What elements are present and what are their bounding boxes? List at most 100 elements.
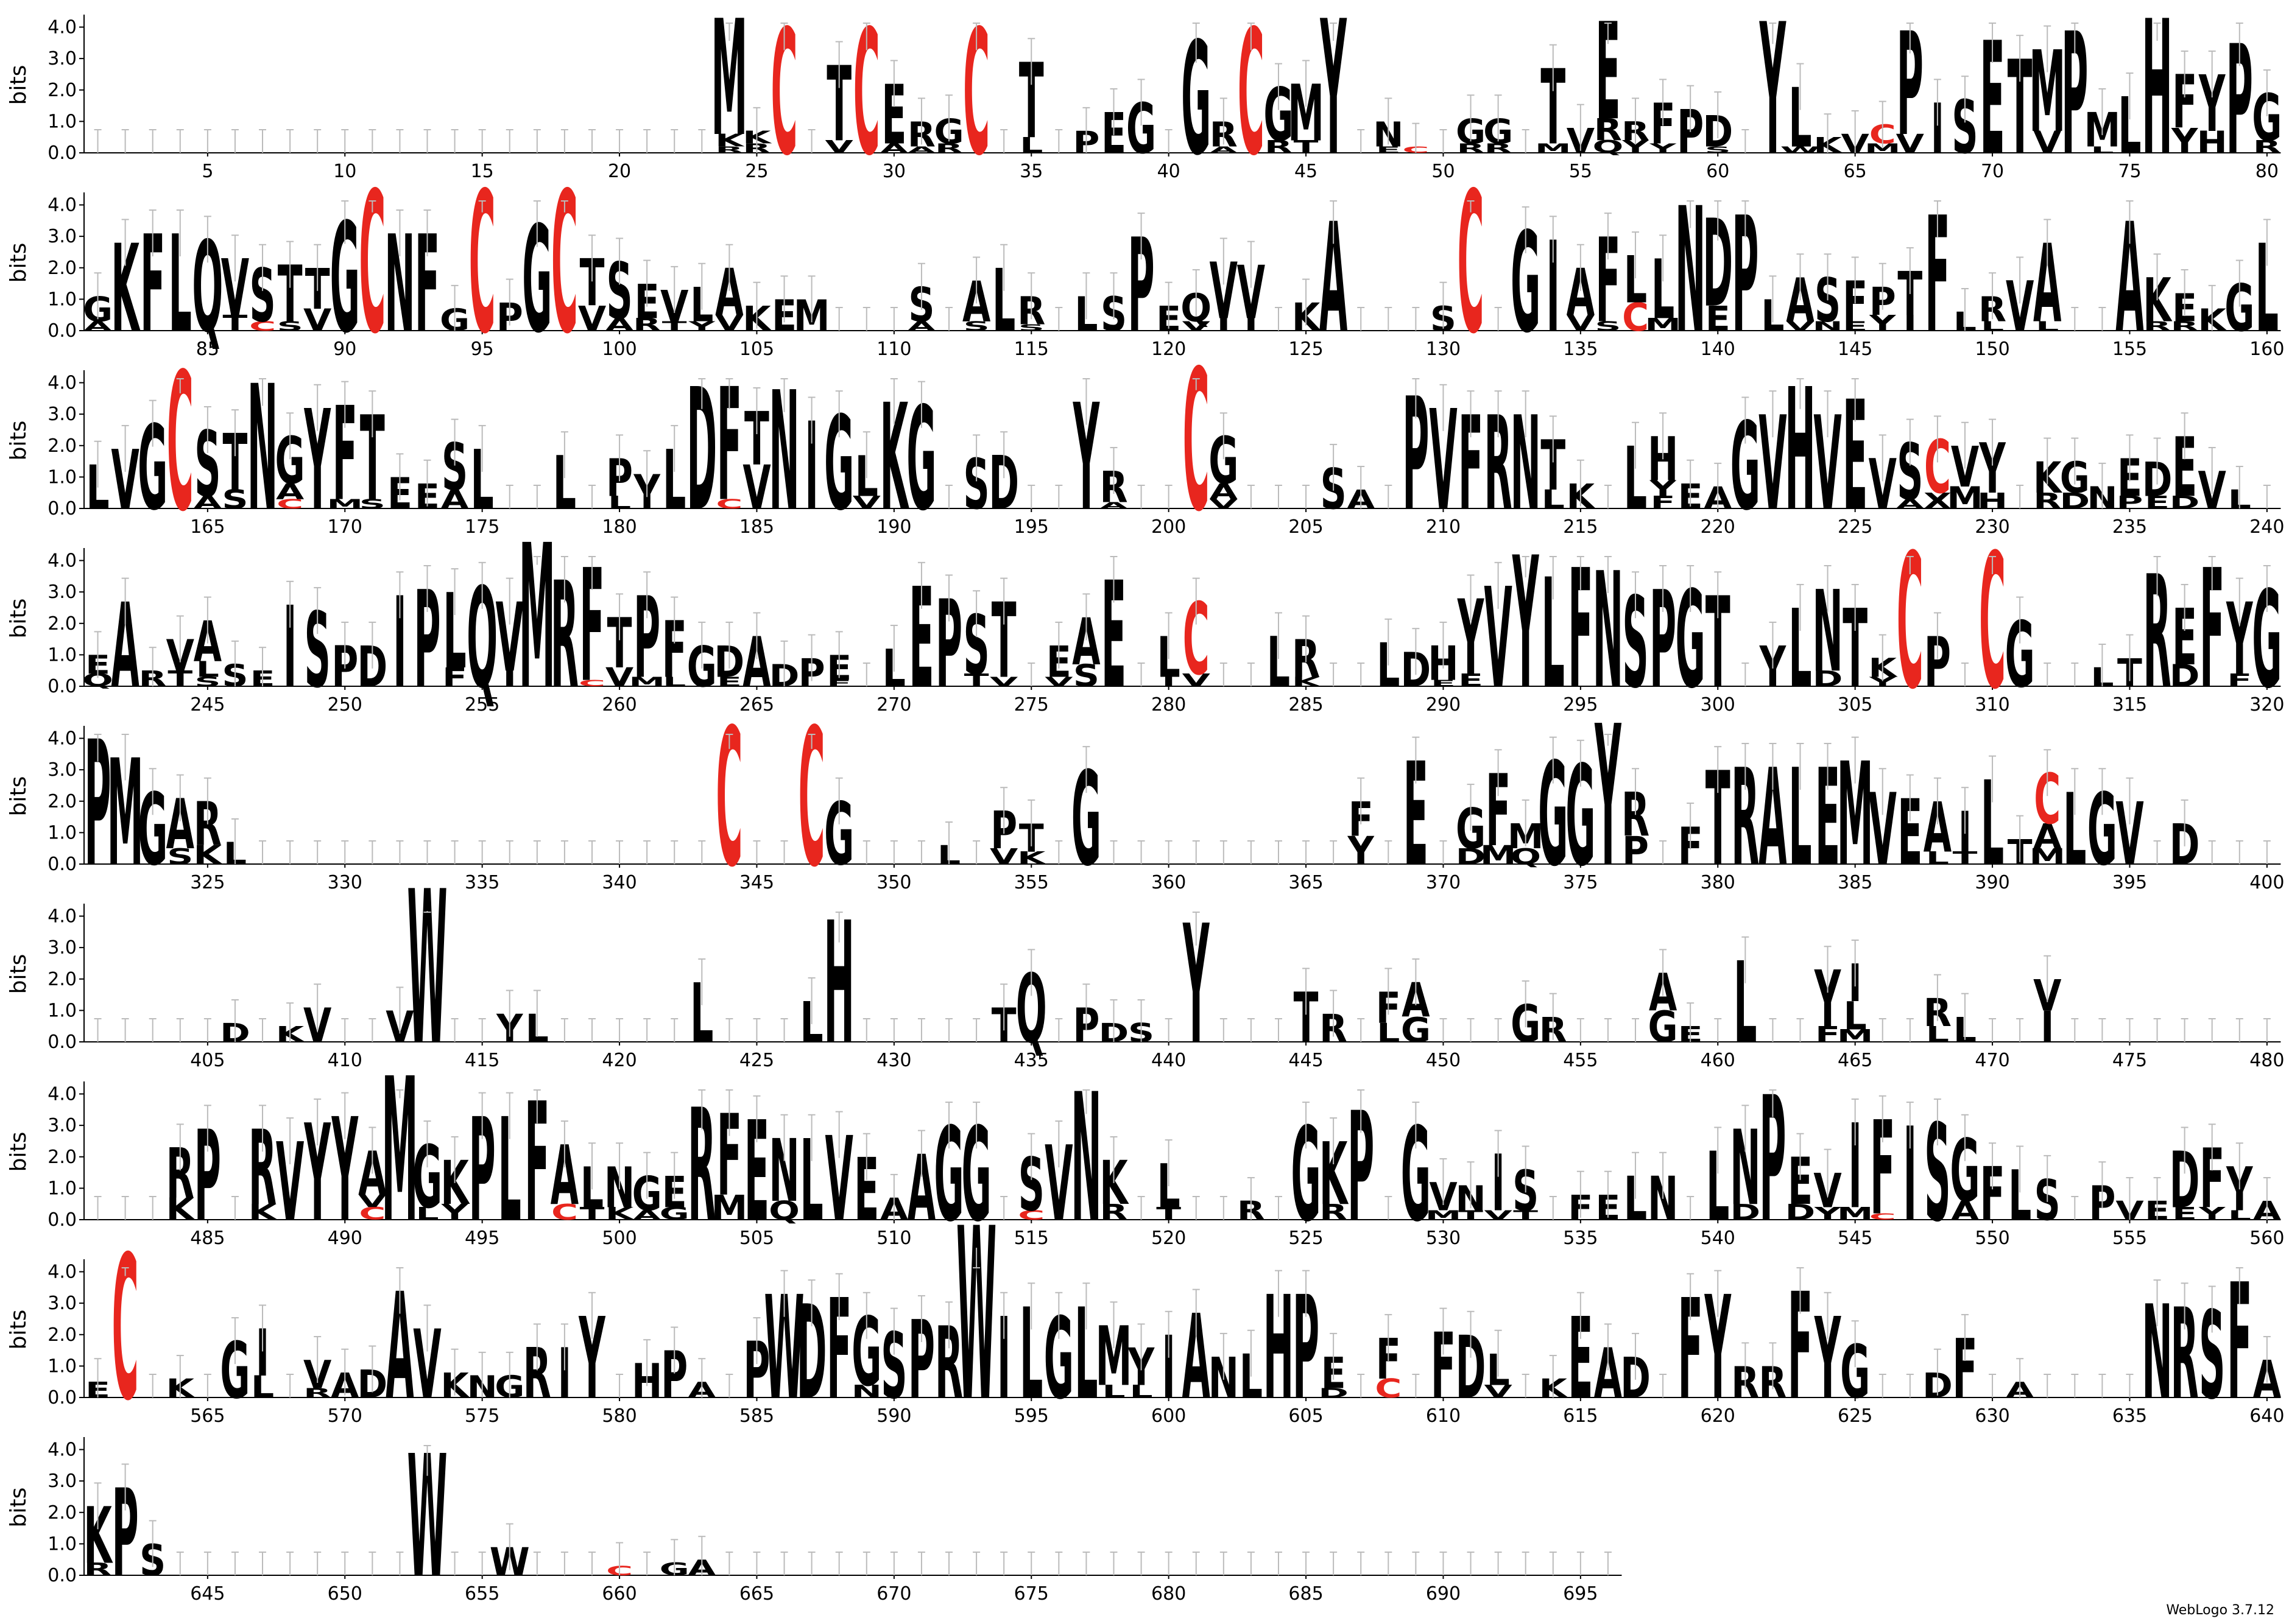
y-tick-label: 2.0 xyxy=(48,1324,77,1346)
y-tick-label: 3.0 xyxy=(48,582,77,603)
logo-letter: X xyxy=(1924,488,1952,514)
logo-letter: I xyxy=(1903,1100,1917,1251)
logo-letter: R xyxy=(2253,138,2281,158)
x-tick-label: 525 xyxy=(1288,1228,1323,1249)
logo-letter: V xyxy=(2033,125,2062,160)
logo-letter: K xyxy=(1017,849,1047,869)
x-tick-label: 355 xyxy=(1014,872,1049,893)
logo-letter: C xyxy=(359,1204,386,1225)
logo-letter: I xyxy=(1244,315,1258,336)
logo-letter: G xyxy=(660,1204,690,1225)
x-tick-label: 340 xyxy=(602,872,637,893)
logo-letter: A xyxy=(880,141,909,156)
logo-letter: P xyxy=(1622,828,1649,873)
logo-letter: Q xyxy=(1593,138,1624,158)
x-tick-label: 395 xyxy=(2112,872,2147,893)
y-tick-label: 0.0 xyxy=(48,142,77,164)
y-axis-label: bits xyxy=(6,776,31,817)
logo-letter: K xyxy=(880,373,909,544)
y-axis-label: bits xyxy=(6,954,31,994)
x-tick-label: 85 xyxy=(196,339,219,360)
x-tick-label: 160 xyxy=(2249,339,2284,360)
logo-letter: C xyxy=(1183,328,1210,554)
logo-letter: R xyxy=(935,141,963,156)
x-tick-label: 360 xyxy=(1151,872,1186,893)
x-tick-label: 185 xyxy=(739,516,774,538)
logo-letter: A xyxy=(1896,496,1925,511)
logo-letter: A xyxy=(633,1207,661,1223)
y-tick-label: 4.0 xyxy=(48,1439,77,1461)
logo-letter: T xyxy=(1156,1204,1181,1225)
logo-row-3: 0.0 1.0 2.0 3.0 4.0 bits 165 170 175 180 185 190 195… xyxy=(6,328,2284,554)
logo-letter: Y xyxy=(688,318,715,334)
x-tick-label: 415 xyxy=(465,1050,499,1071)
x-tick-label: 365 xyxy=(1288,872,1323,893)
x-tick-label: 540 xyxy=(1701,1228,1735,1249)
x-tick-label: 600 xyxy=(1151,1405,1186,1427)
logo-letter: V xyxy=(358,1192,386,1212)
logo-letter: K xyxy=(605,1204,635,1225)
x-tick-label: 585 xyxy=(739,1405,774,1427)
x-tick-label: 55 xyxy=(1569,161,1592,182)
logo-letter: R xyxy=(1457,141,1485,156)
logo-letter: D xyxy=(1456,844,1486,870)
logo-letter: W xyxy=(407,846,448,1092)
logo-letter: K xyxy=(1292,295,1321,340)
x-tick-label: 435 xyxy=(1014,1050,1049,1071)
x-tick-label: 15 xyxy=(471,161,494,182)
x-tick-label: 610 xyxy=(1426,1405,1461,1427)
x-tick-label: 155 xyxy=(2112,339,2147,360)
x-tick-label: 440 xyxy=(1151,1050,1186,1071)
logo-letter: G xyxy=(1648,1002,1678,1052)
logo-letter: K xyxy=(276,1022,306,1047)
logo-letter: I xyxy=(1217,315,1230,336)
logo-letter: E xyxy=(1843,318,1868,334)
logo-letter: R xyxy=(633,315,661,336)
logo-letter: S xyxy=(167,844,193,870)
logo-letter: L xyxy=(2090,145,2114,155)
x-tick-label: 300 xyxy=(1701,694,1735,715)
logo-letter: L xyxy=(663,674,686,689)
x-tick-label: 650 xyxy=(328,1583,362,1605)
logo-letter: M xyxy=(1837,1204,1874,1225)
y-axis-label: bits xyxy=(6,65,31,105)
logo-letter: Y xyxy=(1649,141,1676,156)
x-tick-label: 40 xyxy=(1157,161,1180,182)
x-tick-label: 190 xyxy=(876,516,911,538)
logo-letter: C xyxy=(1869,1212,1896,1222)
logo-letter: K xyxy=(1539,1374,1568,1404)
x-tick-label: 500 xyxy=(602,1228,637,1249)
logo-letter: I xyxy=(1547,215,1560,360)
logo-letter: E xyxy=(717,674,742,689)
x-tick-label: 290 xyxy=(1426,694,1461,715)
logo-letter: I xyxy=(393,571,406,716)
y-axis-label: bits xyxy=(6,599,31,639)
logo-letter: V xyxy=(1210,496,1238,511)
x-tick-label: 425 xyxy=(739,1050,774,1071)
logo-letter: K xyxy=(249,1200,278,1225)
x-tick-label: 335 xyxy=(465,872,499,893)
y-tick-label: 0.0 xyxy=(48,1387,77,1408)
logo-letter: D xyxy=(1730,1200,1761,1225)
y-tick-label: 2.0 xyxy=(48,613,77,634)
logo-letter: A xyxy=(440,485,468,515)
logo-letter: M xyxy=(1480,841,1517,871)
x-tick-label: 250 xyxy=(328,694,362,715)
logo-letter: K xyxy=(194,841,223,871)
logo-letter: A xyxy=(276,479,304,504)
logo-letter: Q xyxy=(1510,844,1541,870)
x-tick-label: 195 xyxy=(1014,516,1049,538)
x-tick-label: 470 xyxy=(1975,1050,2009,1071)
logo-letter: D xyxy=(1785,1200,1816,1225)
x-tick-label: 170 xyxy=(328,516,362,538)
logo-letter: T xyxy=(168,666,192,692)
x-tick-label: 595 xyxy=(1014,1405,1049,1427)
y-axis-label: bits xyxy=(6,1132,31,1172)
logo-row-7: 0.0 1.0 2.0 3.0 4.0 bits 485 490 495 500 505 510 515… xyxy=(6,1037,2284,1267)
y-tick-label: 3.0 xyxy=(48,1293,77,1314)
x-tick-label: 120 xyxy=(1151,339,1186,360)
logo-letter: F xyxy=(442,663,467,693)
logo-letter: A xyxy=(1099,501,1128,510)
logo-letter: F xyxy=(1651,493,1676,513)
logo-letter: D xyxy=(2170,493,2200,513)
